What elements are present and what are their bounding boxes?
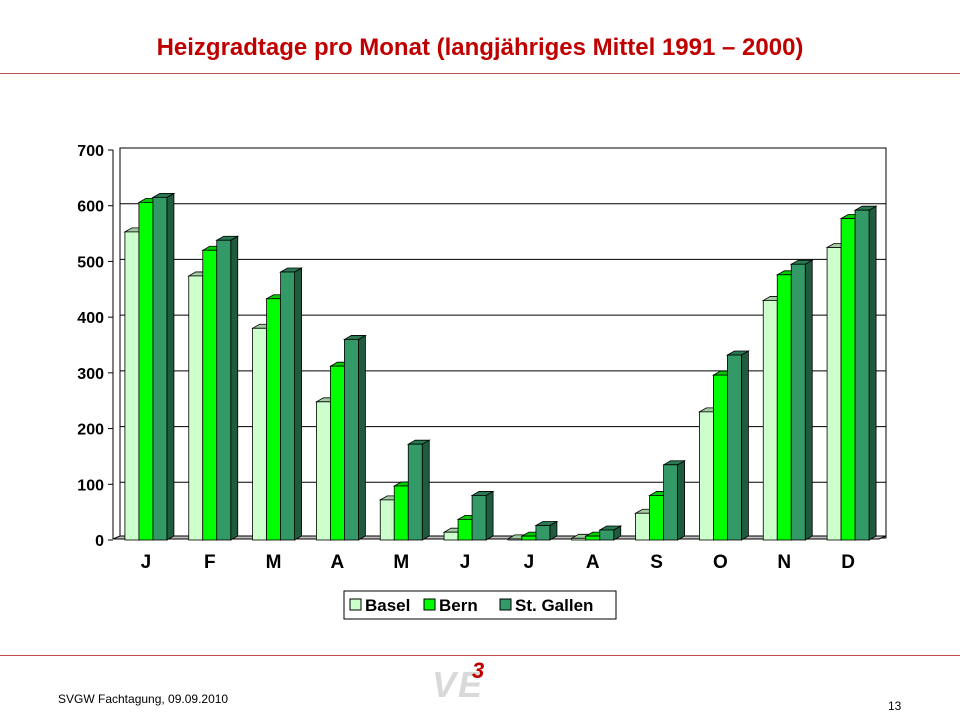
bar-front [252, 327, 267, 541]
bar-front [124, 231, 140, 541]
x-tick-label: O [713, 552, 728, 573]
legend-label: St. Gallen [515, 596, 593, 615]
x-tick-label: A [331, 552, 345, 573]
y-tick-label: 500 [77, 254, 104, 271]
bar-side [358, 334, 366, 541]
bar-st-gallen [279, 267, 304, 541]
legend-swatch [423, 598, 436, 611]
bar-front [280, 271, 295, 541]
plot-floor [112, 535, 887, 540]
bar-st-gallen [789, 259, 814, 541]
bar-front [663, 464, 678, 541]
bar-front [635, 512, 650, 541]
x-tick-label: J [141, 552, 152, 573]
bar-st-gallen [215, 235, 240, 541]
legend [343, 590, 617, 620]
legend-swatch [499, 598, 512, 611]
bar-side [677, 460, 685, 541]
bar-front [790, 263, 806, 541]
y-tick-label: 700 [77, 143, 104, 160]
bar-front [316, 401, 331, 541]
bar-front [762, 300, 778, 541]
bar-side [294, 267, 302, 541]
slide-title: Heizgradtage pro Monat (langjähriges Mit… [156, 34, 804, 61]
bar-front [727, 354, 742, 541]
v3e-logo: VE 3 [432, 658, 532, 712]
title-divider [0, 73, 960, 74]
bar-front [379, 499, 395, 541]
y-tick-label: 100 [77, 477, 104, 494]
bar-front [407, 443, 423, 541]
bar-st-gallen [598, 525, 623, 541]
logo-letters: VE [432, 664, 485, 705]
bar-st-gallen [470, 490, 495, 541]
bar-front [202, 249, 218, 541]
bar-front [330, 365, 345, 541]
legend-swatch [349, 598, 362, 611]
bar-front [713, 374, 728, 541]
legend-label: Basel [365, 596, 410, 615]
bar-front [507, 538, 523, 541]
bar-front [521, 535, 537, 541]
bar-front [138, 201, 154, 541]
y-tick-label: 600 [77, 199, 104, 216]
x-tick-label: J [460, 552, 471, 573]
plot-area [119, 147, 887, 539]
bar-front [216, 239, 232, 541]
bar-front [152, 196, 168, 541]
bar-front [599, 529, 615, 541]
bar-front [344, 339, 359, 541]
x-tick-label: M [266, 552, 282, 573]
bar-side [230, 235, 239, 541]
bar-st-gallen [151, 192, 176, 541]
bar-front [854, 209, 870, 541]
bar-side [485, 490, 494, 541]
x-tick-label: N [777, 552, 791, 573]
bar-st-gallen [342, 334, 367, 541]
bar-front [266, 298, 281, 541]
footer-divider [0, 655, 960, 656]
bar-st-gallen [853, 205, 878, 541]
bar-st-gallen [406, 439, 431, 541]
bar-st-gallen [725, 350, 750, 541]
bar-front [571, 537, 587, 541]
bar-front [471, 495, 487, 541]
bar-front [826, 247, 842, 541]
bar-st-gallen [662, 460, 687, 541]
bar-front [535, 525, 551, 541]
y-tick-label: 400 [77, 310, 104, 327]
x-tick-label: A [586, 552, 600, 573]
bar-st-gallen [534, 520, 559, 541]
bar-front [840, 218, 856, 541]
bar-front [188, 275, 204, 541]
x-tick-label: D [841, 552, 855, 573]
bar-front [457, 518, 473, 541]
bar-front [585, 535, 601, 541]
bar-front [649, 495, 664, 541]
footer-text: SVGW Fachtagung, 09.09.2010 [58, 692, 229, 706]
bar-front [443, 531, 459, 541]
legend-label: Bern [439, 596, 478, 615]
y-tick-label: 200 [77, 422, 104, 439]
y-tick-label: 0 [95, 533, 104, 550]
bar-front [393, 485, 409, 541]
bar-side [868, 205, 877, 541]
logo-superscript: 3 [472, 658, 485, 683]
bar-front [776, 274, 792, 541]
page-number: 13 [888, 699, 902, 713]
x-tick-label: S [650, 552, 663, 573]
x-tick-label: F [204, 552, 216, 573]
y-tick-label: 300 [77, 366, 104, 383]
x-tick-label: J [524, 552, 535, 573]
x-tick-label: M [393, 552, 409, 573]
bar-front [699, 411, 714, 541]
bar-side [421, 439, 430, 541]
bar-side [741, 350, 749, 541]
bar-side [166, 192, 175, 541]
bar-side [804, 259, 813, 541]
